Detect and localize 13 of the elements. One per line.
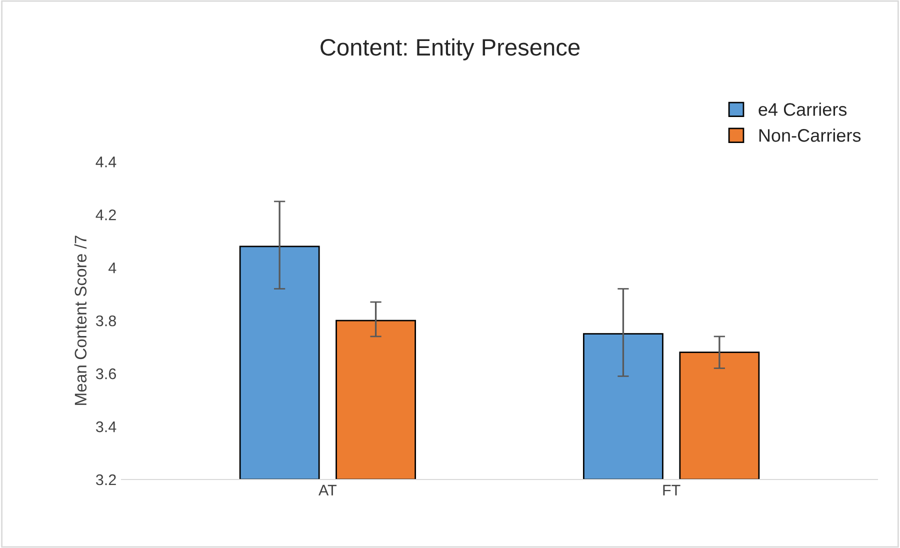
legend-label: Non-Carriers xyxy=(759,128,861,142)
y-tick-label: 4 xyxy=(108,262,116,274)
x-tick-label: FT xyxy=(663,484,680,496)
chart-title: Content: Entity Presence xyxy=(320,38,580,60)
y-tick-label: 4.2 xyxy=(96,210,116,220)
y-tick-label: 4.4 xyxy=(96,156,116,168)
y-tick-label: 3.6 xyxy=(96,368,116,380)
y-tick-label: 3.2 xyxy=(96,474,116,486)
y-tick-label: 3.4 xyxy=(96,421,116,432)
legend-label: e4 Carriers xyxy=(758,102,847,116)
y-tick-label: 3.8 xyxy=(96,315,116,326)
x-tick-label: AT xyxy=(318,484,337,496)
y-axis-title: Mean Content Score /7 xyxy=(74,236,87,405)
